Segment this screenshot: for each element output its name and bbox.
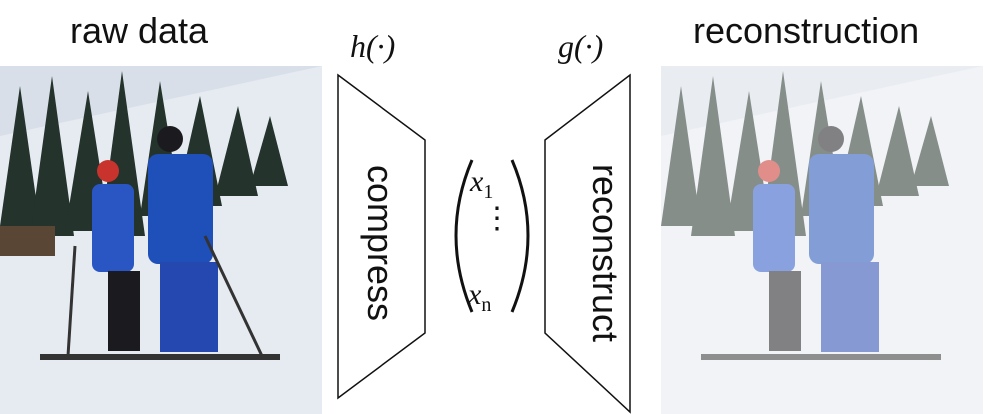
latent-x1-var: x (470, 165, 484, 198)
latent-x1-sub: 1 (483, 181, 494, 203)
latent-x1: x1 (470, 165, 493, 204)
skis (40, 354, 280, 360)
vector-right-paren (510, 159, 530, 313)
skier-right (148, 126, 264, 357)
skier-left (66, 160, 140, 357)
encoder-function-label: h(·) (350, 28, 396, 64)
raw-data-image (0, 66, 322, 414)
reconstruct-label: reconstruct (585, 163, 626, 343)
reconstruction-image (661, 66, 983, 414)
latent-xn-sub: n (481, 294, 492, 316)
title-reconstruction: reconstruction (693, 10, 920, 51)
latent-xn-var: x (468, 278, 482, 311)
decoder-function-label: g(·) (558, 28, 604, 64)
title-raw-data: raw data (70, 10, 209, 51)
skis (701, 354, 941, 360)
cabin (0, 226, 55, 256)
latent-dots: ⋮ (482, 202, 512, 235)
skier-right (809, 126, 879, 352)
compress-label: compress (360, 164, 401, 322)
skier-left (753, 160, 801, 351)
latent-xn: xn (468, 278, 491, 317)
